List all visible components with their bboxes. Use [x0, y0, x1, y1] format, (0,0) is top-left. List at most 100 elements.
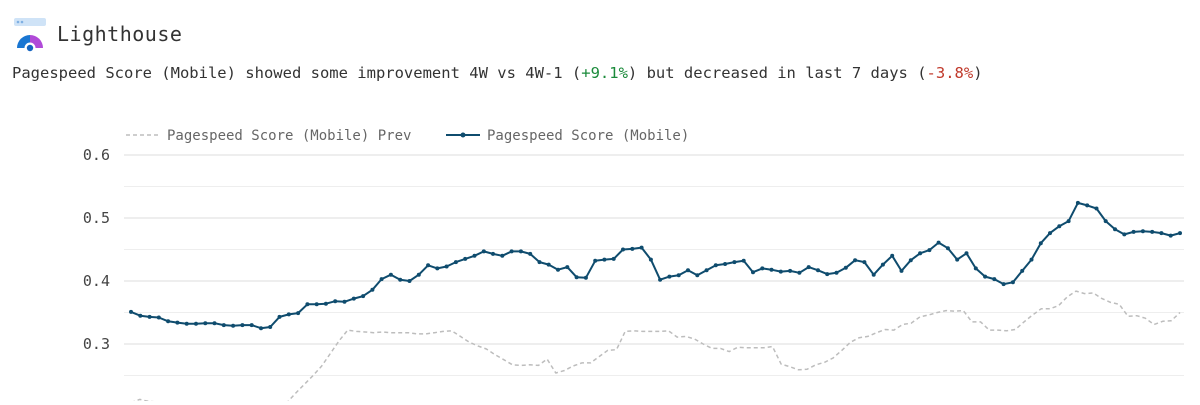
chart-legend: Pagespeed Score (Mobile) Prev Pagespeed …	[126, 128, 689, 144]
data-point	[138, 313, 143, 318]
data-point	[964, 251, 969, 256]
y-tick-label: 0.6	[83, 146, 110, 164]
data-point	[379, 277, 384, 282]
data-point	[611, 256, 616, 261]
app-header: Lighthouse	[12, 16, 183, 54]
data-point	[713, 263, 718, 268]
data-point	[1075, 200, 1080, 205]
data-point	[1150, 229, 1155, 234]
data-point	[825, 272, 830, 277]
data-point	[760, 266, 765, 271]
data-point	[1113, 227, 1117, 232]
data-point	[1122, 232, 1127, 237]
data-point	[314, 302, 319, 307]
data-point	[1066, 219, 1071, 224]
data-point	[862, 260, 867, 265]
data-point	[361, 294, 366, 299]
data-point	[1103, 219, 1108, 224]
chart-series	[129, 200, 1182, 405]
data-point	[156, 315, 161, 320]
data-point	[602, 257, 607, 262]
data-point	[918, 251, 923, 256]
y-axis: 0.20.30.40.50.6	[83, 146, 110, 405]
data-point	[816, 268, 820, 273]
series-line-current	[130, 201, 1181, 330]
data-point	[259, 326, 263, 331]
data-point	[630, 246, 635, 251]
data-point	[221, 323, 226, 328]
data-point	[388, 272, 393, 277]
data-point	[323, 301, 328, 306]
data-point	[240, 323, 245, 328]
summary-prefix: Pagespeed Score (Mobile) showed some imp…	[12, 64, 582, 82]
data-point	[1020, 268, 1025, 273]
data-point	[1038, 241, 1043, 246]
data-point	[908, 258, 913, 263]
data-point	[194, 321, 198, 326]
data-point	[983, 274, 988, 279]
data-point	[1010, 280, 1015, 285]
data-point	[416, 272, 421, 277]
data-point	[676, 273, 681, 278]
data-point	[268, 325, 273, 329]
data-point	[695, 273, 700, 278]
data-point	[1140, 229, 1145, 234]
data-point	[890, 253, 895, 258]
data-point	[305, 302, 310, 307]
data-point	[453, 260, 458, 265]
data-point	[546, 262, 551, 267]
data-point	[528, 251, 533, 256]
data-point	[398, 277, 403, 282]
change-4w-value: +9.1%	[581, 64, 628, 82]
data-point	[147, 314, 152, 319]
legend-label-prev: Pagespeed Score (Mobile) Prev	[167, 128, 411, 144]
data-point	[778, 269, 783, 274]
data-point	[481, 249, 486, 254]
app-title: Lighthouse	[57, 22, 183, 46]
data-point	[556, 267, 560, 272]
data-point	[249, 323, 254, 328]
data-point	[1029, 257, 1034, 262]
data-point	[992, 277, 997, 282]
data-point	[129, 309, 133, 314]
data-point	[621, 247, 625, 252]
data-point	[1159, 231, 1164, 236]
data-point	[639, 245, 644, 250]
data-point	[435, 266, 440, 271]
data-point	[658, 277, 663, 282]
lighthouse-gauge-icon	[12, 16, 48, 54]
summary-suffix: )	[973, 64, 983, 82]
data-point	[1057, 224, 1062, 229]
data-point	[231, 323, 236, 328]
data-point	[463, 256, 468, 261]
data-point	[667, 274, 672, 279]
data-point	[1094, 206, 1099, 211]
chart-grid	[124, 154, 1184, 376]
data-point	[945, 246, 950, 251]
data-point	[834, 270, 839, 275]
data-point	[184, 321, 189, 326]
data-point	[853, 258, 858, 263]
data-point	[686, 268, 690, 273]
summary-middle: ) but decreased in last 7 days (	[627, 64, 927, 82]
data-point	[927, 248, 932, 253]
data-point	[593, 258, 598, 263]
data-point	[1001, 282, 1006, 287]
data-point	[426, 263, 431, 268]
data-point	[973, 266, 978, 271]
data-point	[880, 262, 885, 267]
data-point	[1048, 231, 1052, 236]
data-point	[843, 265, 848, 270]
data-point	[788, 268, 793, 273]
data-point	[797, 270, 802, 275]
data-point	[574, 275, 579, 280]
legend-label-current: Pagespeed Score (Mobile)	[487, 128, 689, 144]
line-chart: 0.20.30.40.50.6 Pagespeed Score (Mobile)…	[0, 115, 1200, 405]
data-point	[342, 299, 347, 304]
data-point	[370, 287, 375, 292]
data-point	[407, 279, 412, 283]
chart-svg: 0.20.30.40.50.6 Pagespeed Score (Mobile)…	[83, 128, 1184, 405]
data-point	[769, 267, 774, 272]
data-point	[936, 240, 941, 245]
data-point	[491, 251, 495, 256]
